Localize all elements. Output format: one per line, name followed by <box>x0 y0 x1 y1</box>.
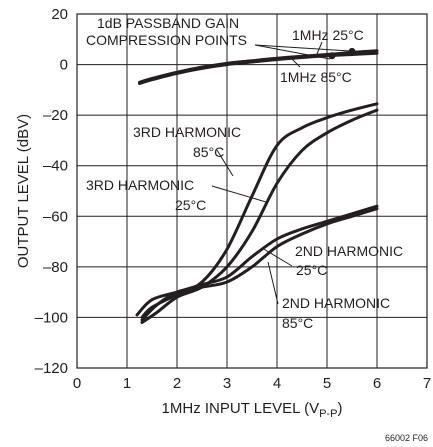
label-h3-85-line2: 85°C <box>193 144 224 160</box>
leader-lines <box>211 41 351 305</box>
label-h2-85-line1: 2ND HARMONIC <box>282 295 390 311</box>
label-h2-85-line2: 85°C <box>282 315 313 331</box>
label-compression-line2: COMPRESSION POINTS <box>86 32 247 48</box>
label-h2-25-line2: 25°C <box>296 262 327 278</box>
label-compression-line1: 1dB PASSBAND GAIN <box>97 15 239 31</box>
y-tick-label-7: –120 <box>35 360 68 377</box>
y-tick-label-5: –80 <box>43 259 68 276</box>
series-h2-85 <box>140 207 379 322</box>
series-h3-25 <box>140 108 379 324</box>
label-h3-85-line1: 3RD HARMONIC <box>133 124 241 140</box>
leader-compression-85 <box>254 44 331 60</box>
leader-fund25 <box>316 41 323 55</box>
x-tick-label-4: 4 <box>273 375 281 392</box>
leader-h3-85 <box>216 149 234 177</box>
x-tick-label-5: 5 <box>323 375 331 392</box>
figure-id: 66002 F06 <box>385 433 428 443</box>
leader-h2-25 <box>261 247 293 267</box>
x-tick-label-1: 1 <box>123 375 131 392</box>
compression-points <box>328 47 356 60</box>
series-h2-25 <box>135 204 379 317</box>
compression-point-0 <box>348 47 356 55</box>
y-tick-labels: 20 0 –20 –40 –60 –80 –100 –120 <box>35 6 68 377</box>
annotations: 1dB PASSBAND GAIN COMPRESSION POINTS 1MH… <box>86 15 403 331</box>
x-axis-title: 1MHz INPUT LEVEL (VP-P) <box>162 400 343 420</box>
series-curves <box>135 49 379 324</box>
label-h2-25-line1: 2ND HARMONIC <box>295 243 403 259</box>
y-tick-label-6: –100 <box>35 309 68 326</box>
x-axis-title-subscript: P-P <box>319 408 337 420</box>
x-tick-labels: 0 1 2 3 4 5 6 7 <box>73 375 431 392</box>
y-axis-title: OUTPUT LEVEL (dBV) <box>15 114 32 268</box>
y-tick-label-1: 0 <box>60 57 68 74</box>
y-tick-label-2: –20 <box>43 107 68 124</box>
label-fund25: 1MHz 25°C <box>292 27 364 43</box>
leader-compression-25 <box>254 44 351 52</box>
x-tick-label-6: 6 <box>373 375 381 392</box>
label-h3-25-line2: 25°C <box>175 197 206 213</box>
x-axis-title-main: 1MHz INPUT LEVEL (V <box>162 400 320 417</box>
x-tick-label-3: 3 <box>223 375 231 392</box>
leader-fund85 <box>291 58 301 68</box>
y-tick-label-3: –40 <box>43 158 68 175</box>
compression-point-1 <box>328 52 336 60</box>
series-h3-85 <box>140 102 379 319</box>
label-h3-25-line1: 3RD HARMONIC <box>86 177 194 193</box>
x-tick-label-7: 7 <box>423 375 431 392</box>
leader-h3-25 <box>211 185 267 203</box>
x-tick-label-0: 0 <box>73 375 81 392</box>
label-fund85: 1MHz 85°C <box>280 69 352 85</box>
leader-h2-85 <box>267 261 279 305</box>
y-tick-label-4: –60 <box>43 208 68 225</box>
y-tick-label-0: 20 <box>51 6 68 23</box>
x-tick-label-2: 2 <box>173 375 181 392</box>
x-axis-title-end: ) <box>337 400 342 417</box>
plot-frame <box>76 13 428 369</box>
